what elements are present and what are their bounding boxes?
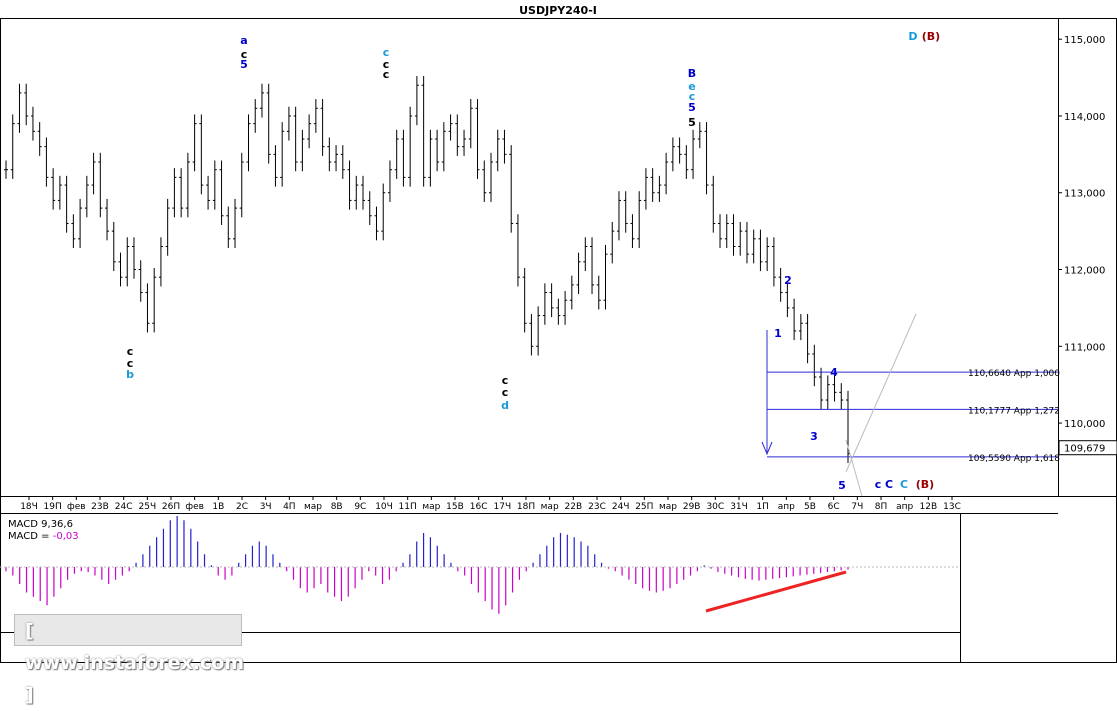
wave-label: B [688,67,696,80]
time-tick-label: 3Ч [260,502,272,512]
current-price-box [1058,440,1117,456]
price-tick-label: 111,000 [1064,342,1105,353]
time-tick-label: 18П [517,502,535,512]
time-tick-label: 23В [91,502,109,512]
wave-label: c [127,357,134,370]
macd-value: -0,03 [53,531,79,542]
wave-label: c [383,46,390,59]
time-tick-label: 13С [943,502,961,512]
wave-label: 5 [838,479,846,492]
time-tick-label: 7Ч [851,502,863,512]
time-tick-label: фев [185,502,204,512]
time-tick-label: апр [896,502,913,512]
time-tick-label: 12В [920,502,938,512]
fib-level-label: 109,5590 App 1,618 [968,454,1060,464]
wave-label: c [502,374,509,387]
price-chart: 110,6640 App 1,000 110,1777 App 1,272 109,… [0,4,1117,663]
wave-label: 2 [784,274,792,287]
time-tick-label: фев [67,502,86,512]
fibonacci-levels: 110,6640 App 1,000 110,1777 App 1,272 109,… [761,313,1060,497]
wave-label: a [240,34,247,47]
price-tick-label: 113,000 [1064,189,1105,200]
wave-label: C [900,478,908,491]
wave-label: 1 [774,327,782,340]
time-tick-label: мар [422,502,440,512]
time-tick-label: 24С [115,502,133,512]
price-tick-label: 114,000 [1064,112,1105,123]
time-tick-label: 10Ч [375,502,393,512]
fib-level-label: 110,1777 App 1,272 [968,406,1060,416]
time-tick-label: 31Ч [730,502,748,512]
time-tick-label: 29В [683,502,701,512]
projection-arrow [761,441,773,456]
time-tick-label: 24Ч [612,502,630,512]
time-tick-label: 8В [331,502,343,512]
time-tick-label: 17Ч [494,502,512,512]
wave-label: c [689,90,696,103]
time-tick-label: 23С [588,502,606,512]
wave-label: c [502,386,509,399]
macd-trendline [705,570,847,613]
wave-label: 5 [240,58,248,71]
projection-line [845,313,917,473]
time-tick-label: 19П [44,502,62,512]
current-price-label: 109,679 [1064,444,1105,455]
wave-label: e [688,80,695,93]
instaforex-watermark: [ www.instaforex.com ] [14,614,244,706]
wave-label: 5 [688,101,696,114]
wave-label: 5 [688,116,696,129]
time-tick-label: 1В [212,502,224,512]
time-tick-label: 11П [399,502,417,512]
macd-title: MACD 9,36,6 [8,519,73,530]
time-tick-label: 30С [706,502,724,512]
wave-label: C [885,478,893,491]
time-tick-label: 18Ч [20,502,38,512]
time-tick-label: 15В [446,502,464,512]
time-tick-label: 8П [875,502,888,512]
wave-label: (B) [916,478,934,491]
wave-label: 4 [830,366,838,379]
wave-label: (B) [922,30,940,43]
macd-value-label: MACD = -0,03 [8,531,79,542]
time-tick-label: 22В [565,502,583,512]
wave-label: d [501,399,509,412]
time-tick-label: мар [304,502,322,512]
time-tick-label: 9С [354,502,366,512]
time-tick-label: 4П [283,502,296,512]
wave-label: 3 [810,430,818,443]
chart-frame [0,18,1117,663]
wave-label: c [241,48,248,61]
time-tick-label: 25П [635,502,653,512]
time-tick-label: 26П [162,502,180,512]
time-tick-label: мар [659,502,677,512]
time-tick-label: 2С [236,502,248,512]
time-tick-label: 1П [756,502,769,512]
wave-label: c [875,478,882,491]
time-tick-label: 6С [828,502,840,512]
wave-label: c [383,68,390,81]
price-axis: 115,000 114,000 113,000 112,000 111,000 110,0… [1058,35,1117,456]
price-tick-label: 110,000 [1064,419,1105,430]
time-tick-label: мар [541,502,559,512]
time-tick-label: 16С [470,502,488,512]
chart-title: USDJPY240-I [519,4,597,17]
time-axis: 18Ч 19П фев 23В 24С 25Ч 26П фев 1В 2С 3Ч 4П мар 8В 9С 1… [20,496,961,512]
price-tick-label: 112,000 [1064,266,1105,277]
price-candles [4,76,850,463]
price-tick-label: 115,000 [1064,35,1105,46]
macd-histogram [0,516,960,614]
wave-label: c [383,58,390,71]
wave-label: c [127,345,134,358]
projection-line-down [845,439,863,497]
time-tick-label: 25Ч [139,502,157,512]
time-tick-label: 5В [804,502,816,512]
fib-level-label: 110,6640 App 1,000 [968,369,1060,379]
wave-label: D [908,30,917,43]
wave-label: b [126,368,134,381]
time-tick-label: апр [778,502,795,512]
macd-value-prefix: MACD = [8,531,53,542]
